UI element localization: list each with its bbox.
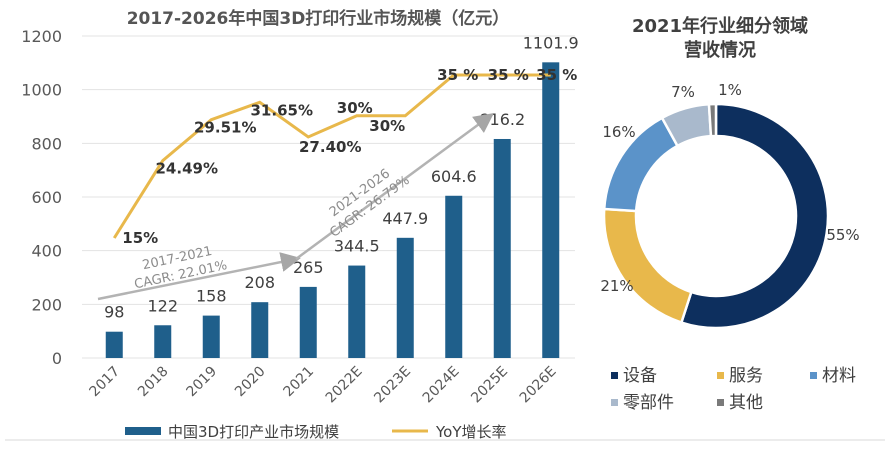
- pie-value-label: 16%: [602, 123, 635, 141]
- y-tick-label: 1200: [21, 27, 62, 46]
- bar-value-label: 604.6: [431, 167, 477, 186]
- cagr-arrow-2017-2021: [97, 252, 301, 301]
- x-tick-label: 2026E: [517, 364, 560, 407]
- y-axis-ticks: 0 200 400 600 800 1000 1200: [21, 27, 62, 368]
- y-tick-label: 600: [31, 188, 62, 207]
- x-tick-label: 2024E: [420, 364, 463, 407]
- pie-slice: [602, 207, 693, 325]
- pie-legend-swatch: [611, 372, 618, 379]
- y-tick-label: 800: [31, 134, 62, 153]
- pie-legend-swatch: [810, 372, 817, 379]
- x-tick-label: 2022E: [323, 364, 366, 407]
- pie-series: 55% 21% 16% 7% 1%: [600, 81, 860, 330]
- pie-value-label: 21%: [600, 277, 633, 295]
- x-tick-label: 2021: [281, 364, 318, 401]
- pie-slice: [707, 102, 718, 138]
- pie-value-label: 1%: [718, 81, 742, 99]
- pie-legend-label: 其他: [729, 393, 763, 413]
- pie-legend-label: 材料: [822, 366, 856, 386]
- yoy-value-label: 30%: [369, 117, 405, 135]
- bar-value-label: 344.5: [334, 237, 380, 256]
- bar: [493, 138, 511, 358]
- bar: [202, 315, 220, 358]
- pie-legend-swatch: [717, 399, 724, 406]
- yoy-value-label: 31.65%: [251, 101, 313, 119]
- yoy-value-label: 15%: [122, 229, 158, 247]
- legend-swatch-bar: [125, 427, 161, 435]
- bar-chart-legend: 中国3D打印产业市场规模 YoY增长率: [125, 423, 507, 441]
- bar-value-label: 122: [147, 296, 178, 315]
- bar: [299, 286, 317, 358]
- yoy-value-label: 24.49%: [156, 160, 218, 178]
- gridlines: [82, 35, 575, 359]
- pie-title-line: 营收情况: [684, 39, 756, 61]
- x-tick-label: 2017: [87, 364, 124, 401]
- pie-legend-swatch: [717, 372, 724, 379]
- bar-value-label: 98: [104, 303, 124, 322]
- pie-legend-label: 设备: [623, 366, 657, 386]
- bar: [445, 195, 463, 358]
- pie-title-line: 2021年行业细分领域: [632, 15, 808, 37]
- yoy-value-label: 27.40%: [299, 138, 361, 156]
- bar-value-label: 1101.9: [523, 33, 579, 52]
- bar-value-label: 208: [244, 273, 275, 292]
- y-tick-label: 200: [31, 295, 62, 314]
- yoy-line-series: 15% 24.49% 29.51%31.65% 27.40% 30%30% 35 % 35 …: [112, 66, 577, 247]
- x-tick-label: 2020: [232, 364, 269, 401]
- cagr-arrow-2021-2026: [295, 113, 495, 261]
- y-tick-label: 0: [52, 349, 62, 368]
- bar-value-label: 447.9: [382, 209, 428, 228]
- yoy-value-label: 29.51%: [194, 119, 256, 137]
- pie-legend-label: 服务: [729, 366, 763, 386]
- yoy-value-label: 30%: [337, 99, 373, 117]
- pie-legend-label: 零部件: [623, 393, 674, 413]
- pie-value-label: 55%: [826, 226, 859, 244]
- bar: [105, 331, 123, 358]
- bar: [154, 325, 172, 358]
- yoy-line: [112, 73, 551, 239]
- yoy-value-label: 35 %: [536, 66, 577, 84]
- pie-slice: [679, 102, 830, 330]
- x-tick-label: 2018: [135, 364, 172, 401]
- bar-value-label: 265: [293, 258, 324, 277]
- bar: [251, 302, 269, 358]
- y-tick-label: 1000: [21, 81, 62, 100]
- bar-value-label: 158: [196, 287, 227, 306]
- legend-label-line: YoY增长率: [435, 423, 507, 441]
- x-tick-label: 2025E: [468, 364, 511, 407]
- pie-value-label: 7%: [671, 83, 695, 101]
- yoy-value-label: 35 %: [488, 66, 529, 84]
- x-tick-label: 2019: [184, 364, 221, 401]
- bar: [542, 62, 560, 359]
- legend-label-bar: 中国3D打印产业市场规模: [168, 423, 339, 441]
- y-tick-label: 400: [31, 242, 62, 261]
- x-tick-label: 2023E: [371, 364, 414, 407]
- bar: [348, 265, 366, 358]
- x-axis-ticks: 2017 2018 2019 2020 2021 2022E 2023E 2024E 2025E…: [87, 364, 560, 407]
- yoy-value-label: 35 %: [437, 66, 478, 84]
- bar-chart-title: 2017-2026年中国3D打印行业市场规模（亿元）: [127, 8, 510, 29]
- pie-legend-swatch: [611, 399, 618, 406]
- bar: [396, 237, 414, 358]
